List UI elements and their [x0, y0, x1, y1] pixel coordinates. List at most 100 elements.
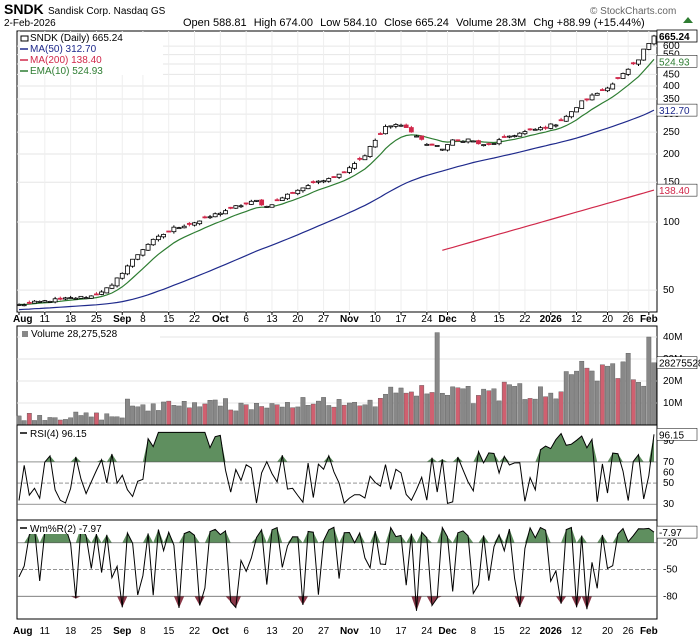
candle-body [145, 243, 151, 251]
volume-bar [362, 404, 368, 426]
volume-bar [150, 403, 156, 426]
candle-body [88, 295, 94, 299]
volume-bar [465, 386, 471, 426]
volume-bar [166, 400, 172, 426]
volume-bar [341, 404, 347, 426]
ma50-tag-box [656, 103, 698, 117]
candle-body [579, 100, 585, 109]
ema10-tag: 524.93 [659, 57, 690, 68]
wr-legend: Wm%R(2) -7.97 [20, 522, 112, 535]
candle-body [646, 43, 652, 50]
x-tick-label-bottom: 26 [623, 626, 635, 637]
candle-body [212, 213, 218, 218]
candle-body [403, 124, 409, 128]
date-label: 2-Feb-2026 [4, 18, 56, 29]
volume-bar [310, 403, 316, 426]
candle-body [285, 193, 290, 200]
x-tick-label-top: Oct [212, 314, 229, 325]
symbol-label: SNDK [4, 1, 44, 17]
quote-bar: Open 588.81 High 674.00 Low 584.10 Close… [183, 17, 645, 29]
candle-body [78, 295, 84, 299]
candle-body [398, 124, 404, 127]
rsi-tick-label: 30 [663, 499, 675, 510]
volume-bar [383, 393, 388, 426]
volume-bar [625, 353, 631, 426]
candle-body [558, 119, 564, 122]
volume-bar [88, 416, 94, 426]
candle-body [321, 180, 326, 183]
candle-body [42, 300, 48, 303]
candle-body [434, 145, 440, 147]
volume-bar [94, 412, 99, 426]
volume-bar [481, 388, 487, 426]
candle-body [496, 139, 502, 145]
x-tick-label-bottom: 18 [65, 626, 77, 637]
volume-bar [269, 403, 275, 426]
candle-body [155, 235, 161, 241]
candle-body [161, 233, 166, 238]
volume-bar [496, 400, 502, 426]
x-tick-label-top: 17 [395, 314, 407, 325]
volume-bar [486, 390, 492, 426]
ma200-tag-box [656, 183, 698, 197]
volume-bar [109, 416, 115, 426]
candle-body [512, 135, 518, 138]
volume-bar [295, 406, 301, 426]
volume-bar [558, 391, 564, 426]
candle-body [584, 98, 590, 101]
x-tick-label-bottom: 8 [471, 626, 477, 637]
rsi-tag: 96.15 [659, 430, 684, 441]
rsi-legend: RSI(4) 96.15 [20, 427, 100, 440]
x-tick-label-bottom: 13 [266, 626, 278, 637]
rsi-overbought-fill [19, 432, 654, 462]
candle-body [574, 107, 579, 113]
volume-bar [321, 397, 326, 426]
candle-body [248, 200, 254, 205]
candle-body [130, 258, 135, 267]
x-tick-label-top: 10 [370, 314, 382, 325]
candle-body [527, 128, 533, 131]
volume-bar [553, 398, 559, 426]
candle-body [491, 143, 497, 145]
candle-body [176, 227, 182, 230]
volume-bar [439, 392, 445, 426]
last-price-tag: 665.24 [659, 32, 690, 43]
price-tick-label: 450 [663, 69, 680, 80]
volume-bar [68, 417, 74, 426]
candle-body [341, 171, 347, 174]
x-tick-label-bottom: 17 [395, 626, 407, 637]
candle-body [264, 205, 270, 208]
volume-bar [599, 364, 605, 426]
last-price-tag-box [656, 29, 698, 43]
wr-overbought-fill [19, 526, 654, 543]
volume-bar [532, 398, 538, 426]
candle-body [109, 284, 115, 289]
ma50-tag: 312.70 [659, 106, 690, 117]
volume-panel: 10M20M30M40M28275528 [16, 325, 700, 426]
ma200-line [442, 189, 655, 251]
wr-line [18, 525, 655, 611]
candle-body [486, 143, 492, 145]
x-tick-label-top: 25 [91, 314, 103, 325]
candle-body [259, 199, 265, 206]
candle-body [140, 249, 146, 256]
volume-bar [347, 402, 352, 426]
volume-bar [574, 370, 579, 426]
price-legend-title: SNDK (Daily) 665.24 [30, 33, 123, 44]
volume-bar [99, 419, 105, 426]
x-tick-label-top: Nov [340, 314, 359, 325]
x-tick-label-bottom: 15 [163, 626, 175, 637]
volume-bar [450, 386, 456, 426]
candle-body [269, 204, 275, 208]
x-tick-label-top: 22 [189, 314, 201, 325]
candle-body [305, 185, 311, 190]
x-tick-label-bottom: 22 [519, 626, 531, 637]
x-tick-label-bottom: Aug [13, 626, 32, 637]
candle-body [274, 199, 280, 202]
volume-bar [538, 386, 543, 426]
volume-bar [161, 401, 166, 426]
candle-body [114, 277, 120, 287]
volume-bar [21, 420, 27, 426]
volume-tick-label: 40M [663, 332, 682, 343]
candle-body [243, 202, 249, 205]
